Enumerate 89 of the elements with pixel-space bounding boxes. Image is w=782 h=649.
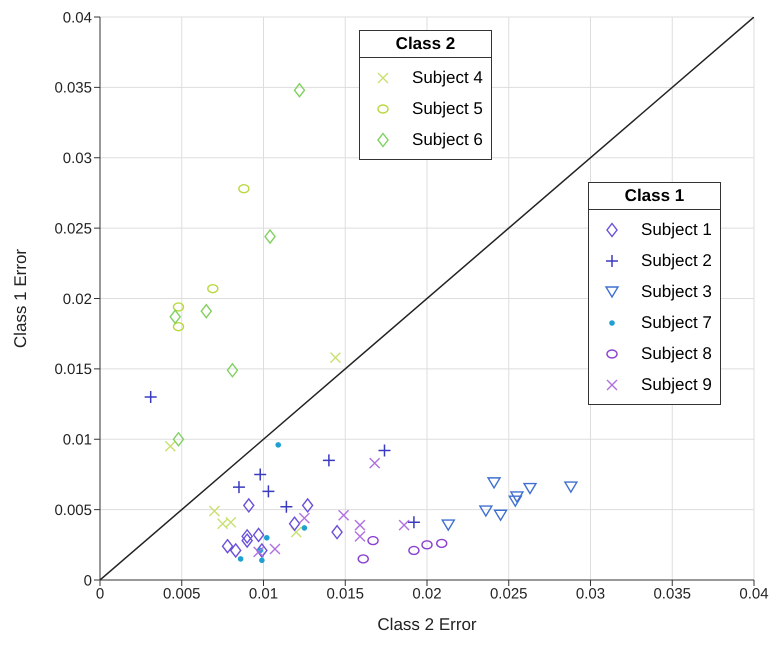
point (354, 530, 366, 542)
point (479, 505, 493, 517)
point (510, 491, 524, 503)
point (442, 519, 455, 531)
x-tick-label: 0.005 (162, 586, 201, 603)
legend-label: Subject 9 (641, 374, 712, 394)
point (252, 528, 264, 542)
y-tick-label: 0.01 (62, 432, 92, 449)
point (269, 543, 281, 555)
x-tick-label: 0 (96, 586, 104, 603)
point (264, 534, 270, 541)
point (259, 557, 265, 564)
y-tick-label: 0.025 (54, 220, 92, 238)
point (494, 510, 508, 521)
point (144, 390, 158, 404)
legend-label: Subject 2 (641, 250, 712, 270)
legend-label: Subject 4 (412, 68, 483, 88)
point (378, 444, 392, 458)
point (302, 498, 314, 513)
x-tick-label: 0.025 (490, 586, 528, 603)
point (368, 457, 380, 469)
point (208, 505, 220, 517)
point (523, 482, 537, 494)
legend-label: Subject 5 (412, 98, 483, 118)
point (354, 519, 366, 531)
y-tick-label: 0.03 (62, 150, 92, 168)
point (264, 229, 276, 244)
point (508, 495, 522, 507)
point (421, 540, 433, 550)
legend-label: Subject 1 (641, 220, 712, 240)
point (230, 543, 242, 558)
y-tick-label: 0 (84, 572, 92, 590)
point (200, 304, 212, 318)
annotation: Class 2 (360, 31, 491, 58)
point (487, 477, 501, 489)
legend-label: Subject 7 (641, 312, 712, 332)
point (207, 284, 219, 294)
point (275, 442, 282, 448)
point (172, 322, 184, 332)
point (367, 536, 379, 546)
y-axis-title: Class 1 Error (11, 248, 30, 348)
point (256, 543, 268, 558)
x-tick-label: 0.015 (326, 586, 364, 603)
point (252, 546, 264, 558)
x-tick-label: 0.04 (739, 586, 769, 603)
x-tick-label: 0.02 (412, 586, 442, 603)
point (436, 538, 448, 548)
point (407, 516, 421, 530)
point (172, 302, 184, 312)
point (262, 484, 276, 498)
point (408, 546, 420, 556)
point (331, 524, 343, 540)
x-axis-title: Class 2 Error (377, 615, 477, 634)
x-tick-label: 0.03 (576, 586, 606, 603)
y-tick-label: 0.02 (62, 290, 92, 308)
point (290, 526, 302, 538)
point (170, 310, 181, 324)
point (238, 184, 250, 194)
point (330, 352, 342, 364)
point (232, 480, 246, 494)
point (338, 510, 350, 521)
point (253, 468, 267, 482)
y-tick-label: 0.04 (62, 9, 92, 26)
point (358, 554, 369, 564)
y-tick-label: 0.005 (54, 502, 92, 519)
point (294, 82, 306, 98)
y-tick-label: 0.035 (54, 80, 92, 97)
point (164, 440, 176, 452)
point (241, 529, 253, 544)
point (298, 512, 310, 524)
legend-label: Subject 6 (412, 130, 483, 150)
legend-label: Subject 8 (641, 344, 712, 364)
point (243, 498, 254, 513)
point (222, 539, 234, 554)
point (564, 481, 578, 493)
y-tick-label: 0.015 (54, 361, 92, 378)
point (226, 363, 238, 378)
point (172, 432, 184, 446)
point (302, 525, 308, 531)
x-tick-label: 0.01 (248, 586, 278, 603)
point (280, 500, 294, 514)
point (322, 454, 336, 468)
x-tick-label: 0.035 (653, 586, 692, 603)
legend-label: Subject 3 (641, 282, 712, 302)
point (241, 533, 253, 548)
point (398, 519, 410, 531)
point (288, 516, 300, 531)
point (238, 556, 244, 562)
annotation: Class 1 (589, 183, 720, 210)
